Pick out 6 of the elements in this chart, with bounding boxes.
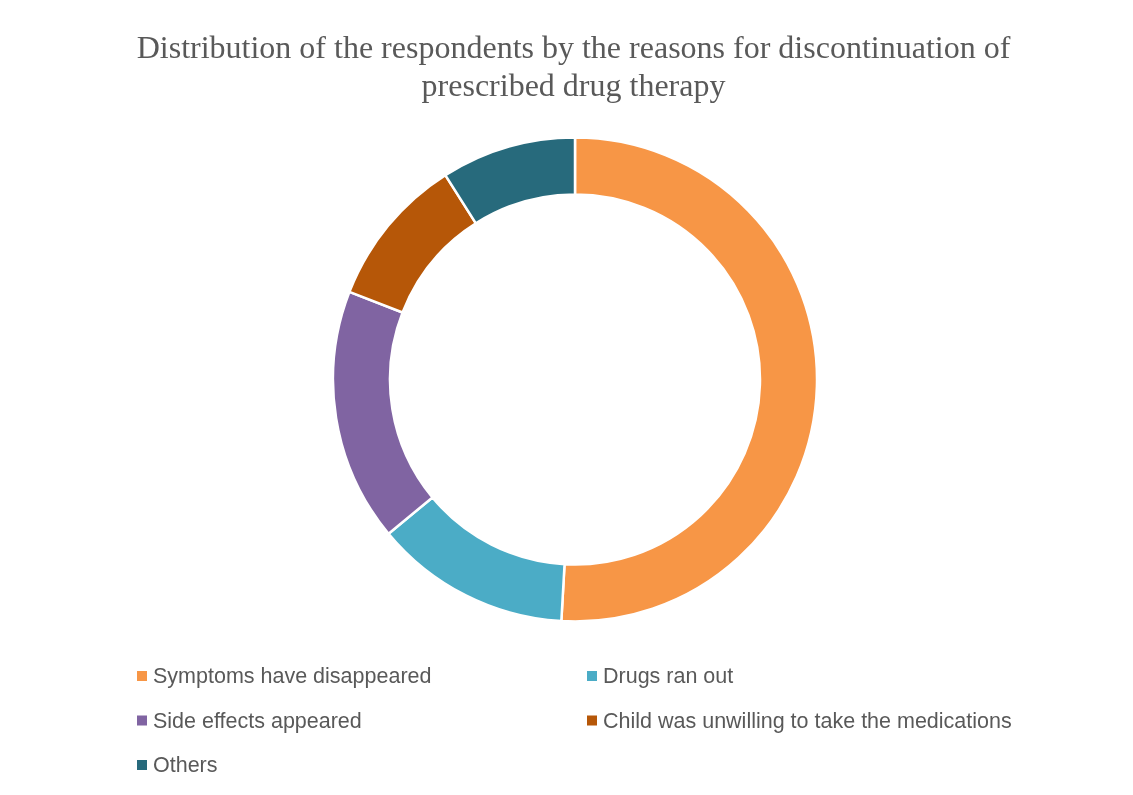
legend-label: Drugs ran out <box>603 664 734 688</box>
legend-label: Others <box>153 753 218 777</box>
legend-label: Symptoms have disappeared <box>153 664 432 688</box>
legend-label: Child was unwilling to take the medications <box>603 708 1012 733</box>
legend-label: Side effects appeared <box>153 708 362 733</box>
chart-title: Distribution of the respondents by the reasons for discontinuation of prescribed drug therapy <box>136 29 1011 103</box>
